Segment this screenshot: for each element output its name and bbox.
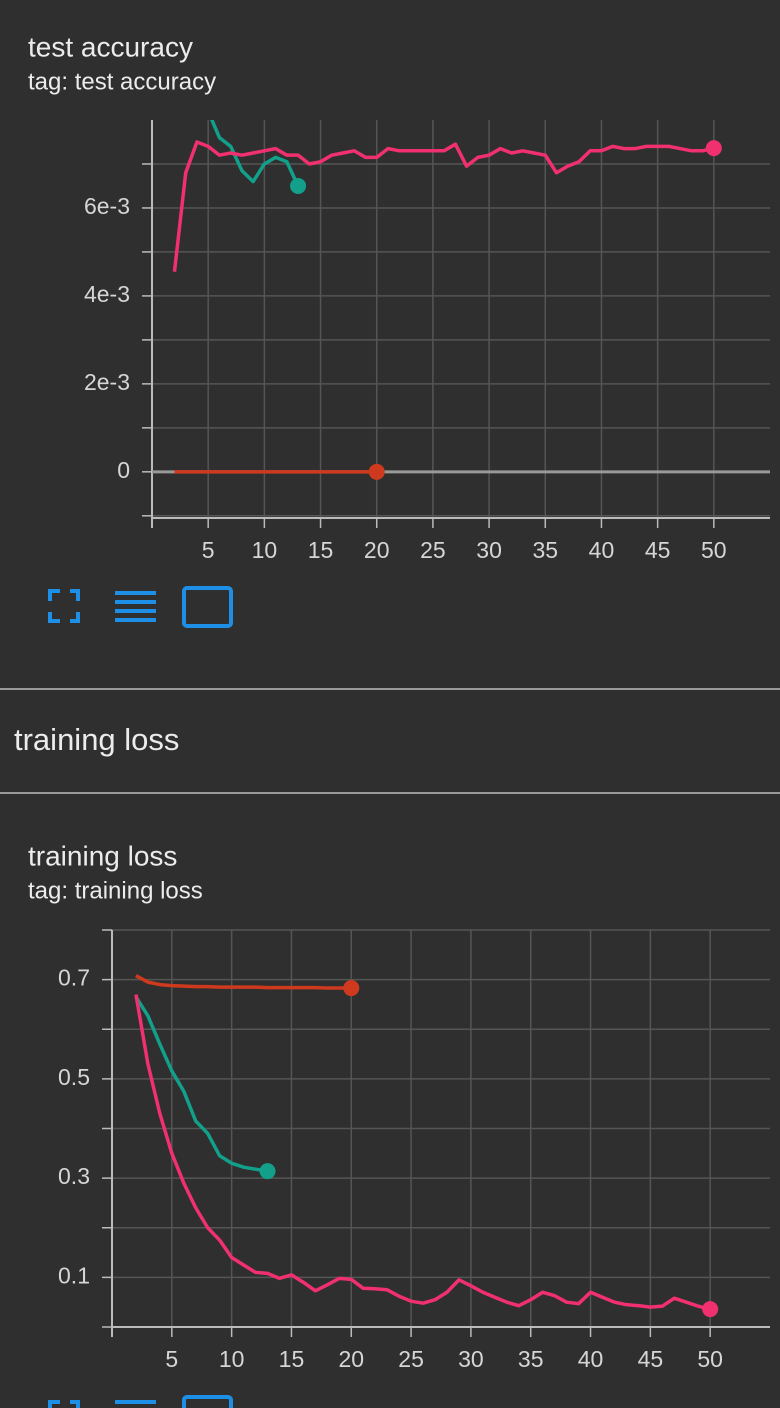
x-tick-label: 10	[219, 1346, 245, 1372]
chart-subtitle: tag: test accuracy	[28, 68, 216, 95]
plot-area	[172, 120, 715, 474]
series-end-dot	[259, 1163, 276, 1180]
chart-subtitle: tag: training loss	[28, 877, 203, 904]
y-tick-label: 0	[117, 457, 130, 483]
x-tick-label: 15	[308, 537, 334, 563]
x-tick-label: 30	[476, 537, 502, 563]
series-end-dot	[705, 140, 722, 157]
x-tick-label: 25	[398, 1346, 424, 1372]
series-end-dot	[368, 463, 385, 480]
x-tick-label: 25	[420, 537, 446, 563]
series-line	[135, 974, 352, 990]
x-tick-label: 50	[701, 537, 727, 563]
x-tick-label: 40	[578, 1346, 604, 1372]
y-tick-label: 2e-3	[84, 369, 130, 395]
x-tick-label: 20	[364, 537, 390, 563]
fullscreen-button[interactable]	[48, 589, 80, 623]
x-tick-label: 35	[518, 1346, 544, 1372]
y-tick-label: 0.1	[58, 1262, 90, 1288]
x-tick-label: 30	[458, 1346, 484, 1372]
plot-area	[134, 974, 711, 1311]
y-tick-label: 0.7	[58, 965, 90, 991]
fit-button[interactable]	[182, 1395, 233, 1408]
series-end-dot	[702, 1301, 719, 1318]
x-tick-label: 5	[165, 1346, 178, 1372]
fullscreen-button[interactable]	[48, 1400, 80, 1408]
chart-title: test accuracy	[28, 31, 193, 62]
x-tick-label: 5	[202, 537, 215, 563]
series-line	[134, 994, 711, 1311]
chart-title: training loss	[28, 840, 177, 871]
y-tick-label: 0.5	[58, 1064, 90, 1090]
series-line	[134, 996, 268, 1173]
x-tick-label: 15	[279, 1346, 305, 1372]
fit-button[interactable]	[182, 586, 233, 628]
x-tick-label: 20	[338, 1346, 364, 1372]
toolbar	[48, 1395, 233, 1408]
series-line	[210, 120, 300, 187]
x-tick-label: 45	[638, 1346, 664, 1372]
toolbar	[48, 586, 233, 628]
x-tick-label: 40	[589, 537, 615, 563]
series-end-dot	[290, 177, 307, 194]
y-tick-label: 6e-3	[84, 193, 130, 219]
y-tick-label: 0.3	[58, 1163, 90, 1189]
y-tick-label: 4e-3	[84, 281, 130, 307]
series-end-dot	[343, 980, 360, 997]
legend-button[interactable]	[115, 591, 156, 622]
section-title: training loss	[14, 722, 179, 757]
series-line	[172, 140, 715, 272]
x-tick-label: 10	[252, 537, 278, 563]
x-tick-label: 45	[645, 537, 671, 563]
x-tick-label: 50	[697, 1346, 723, 1372]
x-tick-label: 35	[532, 537, 558, 563]
